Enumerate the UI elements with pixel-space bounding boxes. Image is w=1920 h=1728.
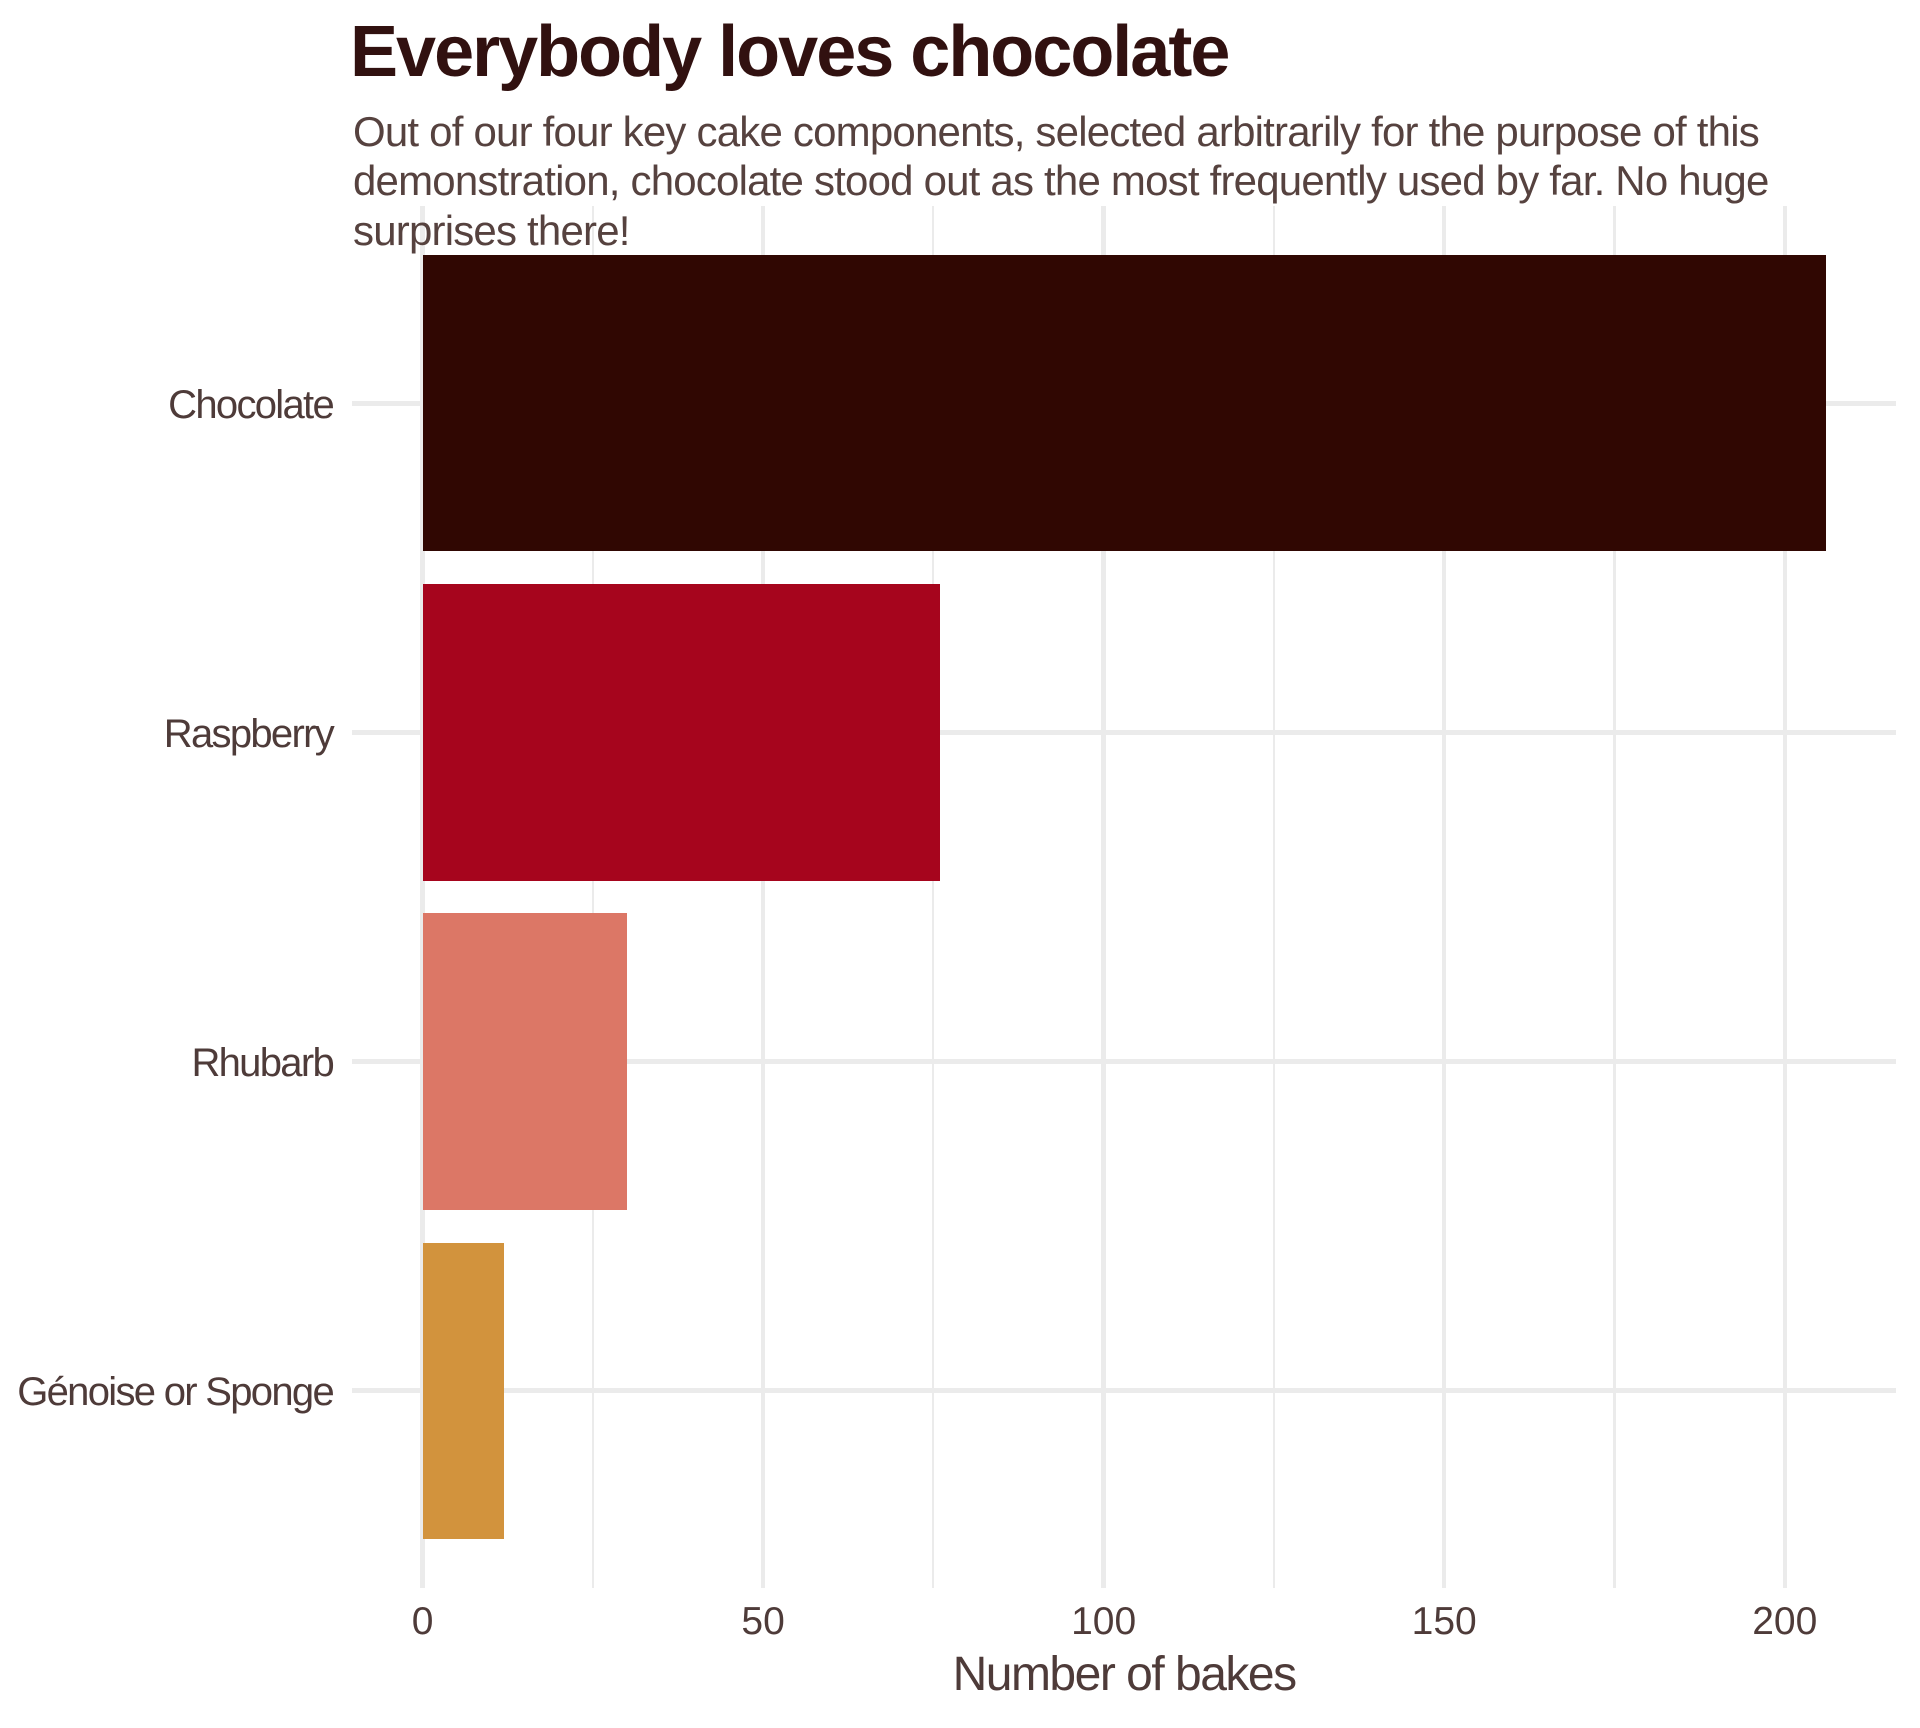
- gridline-major-vertical: [1101, 205, 1106, 1589]
- y-axis-label-chocolate: Chocolate: [168, 382, 335, 427]
- bar-raspberry: [422, 584, 941, 881]
- chart-subtitle-line: surprises there!: [353, 206, 630, 254]
- plot-panel: [352, 205, 1896, 1589]
- gridline-minor-vertical: [1613, 205, 1616, 1589]
- y-axis-label-raspberry: Raspberry: [163, 711, 335, 756]
- chart-title: Everybody loves chocolate: [350, 12, 1230, 92]
- gridline-minor-vertical: [1272, 205, 1276, 1589]
- gridline-minor-vertical: [932, 205, 935, 1589]
- gridline-major-vertical: [1782, 205, 1788, 1589]
- y-axis-label-g-noise-or-sponge: Génoise or Sponge: [17, 1370, 334, 1415]
- x-axis-tick-label-100: 100: [1071, 1600, 1137, 1643]
- gridline-major-horizontal: [352, 1059, 1896, 1064]
- gridline-major-vertical: [420, 205, 425, 1589]
- bar-chocolate: [422, 255, 1826, 552]
- gridline-major-vertical: [1441, 205, 1447, 1589]
- bar-rhubarb: [422, 913, 627, 1210]
- x-axis-tick-label-50: 50: [741, 1600, 785, 1643]
- chart-subtitle: Out of our four key cake components, sel…: [353, 107, 1769, 255]
- chart-subtitle-line: Out of our four key cake components, sel…: [353, 108, 1760, 155]
- x-axis-tick-label-150: 150: [1411, 1600, 1477, 1643]
- chart-subtitle-line: demonstration, chocolate stood out as th…: [353, 157, 1769, 205]
- gridline-major-horizontal: [352, 730, 1896, 735]
- x-axis-tick-label-0: 0: [411, 1600, 434, 1643]
- x-axis-tick-label-200: 200: [1752, 1600, 1818, 1643]
- bar-g-noise-or-sponge: [422, 1242, 505, 1539]
- x-axis-title: Number of bakes: [952, 1648, 1298, 1701]
- gridline-major-vertical: [760, 205, 766, 1589]
- gridline-major-horizontal: [352, 1388, 1896, 1393]
- y-axis-label-rhubarb: Rhubarb: [191, 1041, 334, 1086]
- gridline-minor-vertical: [591, 205, 594, 1589]
